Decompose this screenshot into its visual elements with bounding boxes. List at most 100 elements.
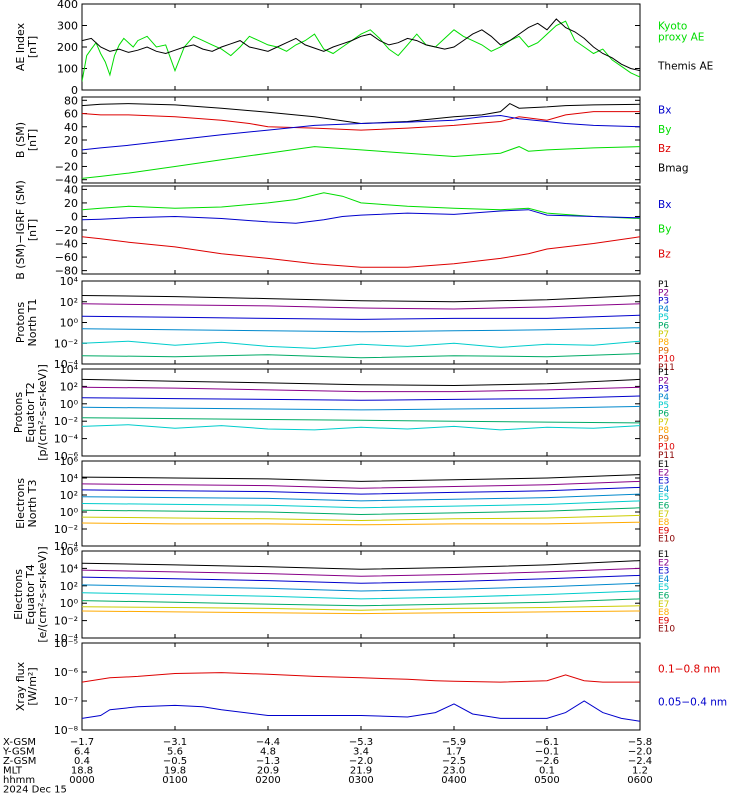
x-tick-value: 21.9 [350,766,372,777]
x-tick-value: 0200 [255,775,280,786]
panel-frame [81,280,641,365]
x-tick-value: 20.9 [257,766,279,777]
legend-p6: P6 [658,322,669,332]
y-axis-label: Protons [12,392,25,433]
date-label: 2024 Dec 15 [3,785,67,796]
y-tick-label: 400 [57,0,78,11]
x-tick-value: −0.5 [163,756,187,767]
x-tick-value: −4.4 [256,737,280,748]
y-tick-label: 100 [57,63,78,76]
panel-frame [81,185,641,275]
legend-p10: P10 [658,355,675,365]
legend-e2: E2 [658,558,669,568]
legend-e8: E8 [658,518,670,528]
series-bx [82,209,640,224]
y-tick-label: 0 [71,210,78,223]
x-row-label: Y-GSM [2,747,35,758]
y-tick-label: 0 [71,147,78,160]
y-tick-label: −20 [55,224,78,237]
y-axis-label: [nT] [26,219,39,241]
panel-5: 10⁴ 10² 10⁰ 10⁻² 10⁻⁴ 10⁻⁶ Protons Equator T2 [p… [12,363,675,463]
x-tick-value: 0000 [69,775,94,786]
legend-e2: E2 [658,468,669,478]
y-tick-label: 10⁴ [60,363,79,376]
y-tick-label: 10⁶ [60,545,79,558]
y-axis-label: North T3 [26,480,39,528]
legend-p3: P3 [658,297,669,307]
legend-e9: E9 [658,616,670,626]
legend-bx: Bx [658,104,671,116]
y-tick-label: 10⁴ [60,562,79,575]
panel-frame [81,642,641,731]
series-bz [82,111,640,131]
series-kyoto-proxy-ae [82,20,640,82]
series-e1 [82,560,640,570]
series-p1 [82,295,640,303]
x-tick-value: −5.8 [628,737,652,748]
series-p6 [82,353,640,359]
y-tick-label: 10⁻² [54,615,78,628]
series-by [82,146,640,179]
series-e3 [82,574,640,584]
series-e5 [82,590,640,600]
legend-e4: E4 [658,485,670,495]
y-axis-label: Electrons [12,569,25,620]
legend-e6: E6 [658,502,670,512]
panel-frame [81,3,641,91]
x-tick-value: 0300 [348,775,373,786]
legend-bz: Bz [658,248,671,260]
y-tick-label: 40 [64,183,78,196]
legend-kyoto-proxy-ae: proxy AE [658,32,704,44]
x-row-label: hhmm [3,775,35,786]
legend-themis-ae: Themis AE [657,60,713,72]
y-tick-label: 10⁰ [60,317,79,330]
y-tick-label: 80 [64,94,78,107]
x-tick-value: 5.6 [167,747,183,758]
y-axis-label: [p/(cm²-s-sr-keV)] [36,364,49,461]
y-tick-label: 10⁰ [60,597,79,610]
legend-bmag: Bmag [658,163,689,175]
series-e4 [82,493,640,502]
legend-p1: P1 [658,368,669,378]
series-e2 [82,567,640,577]
legend-p5: P5 [658,313,669,323]
y-tick-label: −80 [55,265,78,278]
y-tick-label: 10⁻⁷ [54,695,78,708]
legend-e3: E3 [658,567,669,577]
legend-e8: E8 [658,608,670,618]
y-tick-label: 40 [64,121,78,134]
y-tick-label: 10⁰ [60,506,79,519]
legend-e3: E3 [658,477,669,487]
series-e8 [82,521,640,526]
y-axis-label: Electrons [14,478,27,529]
legend-p8: P8 [658,426,669,436]
y-tick-label: 10² [60,489,78,502]
x-tick-value: −0.1 [535,747,559,758]
y-tick-label: 10⁻⁵ [54,637,78,650]
legend-p4: P4 [658,393,669,403]
x-tick-value: −3.1 [163,737,187,748]
x-tick-value: −1.7 [70,737,94,748]
series-e6 [82,598,640,607]
series-p3 [82,395,640,401]
x-tick-value: −2.0 [628,747,652,758]
y-tick-label: 10⁶ [60,455,79,468]
y-tick-label: −40 [55,174,78,187]
x-tick-value: −2.0 [349,756,373,767]
y-axis-label: [nT] [26,129,39,151]
legend-p9: P9 [658,346,669,356]
series-e3 [82,486,640,495]
y-tick-label: 20 [64,134,78,147]
legend-p2: P2 [658,288,669,298]
x-tick-value: −2.4 [628,756,652,767]
legend-p7: P7 [658,418,669,428]
y-tick-label: 20 [64,197,78,210]
series-0-05-0-4-nm [82,700,640,722]
x-tick-value: 18.8 [71,766,93,777]
y-tick-label: 60 [64,108,78,121]
legend-by: By [658,224,671,236]
legend-p4: P4 [658,305,669,315]
series-e4 [82,582,640,592]
